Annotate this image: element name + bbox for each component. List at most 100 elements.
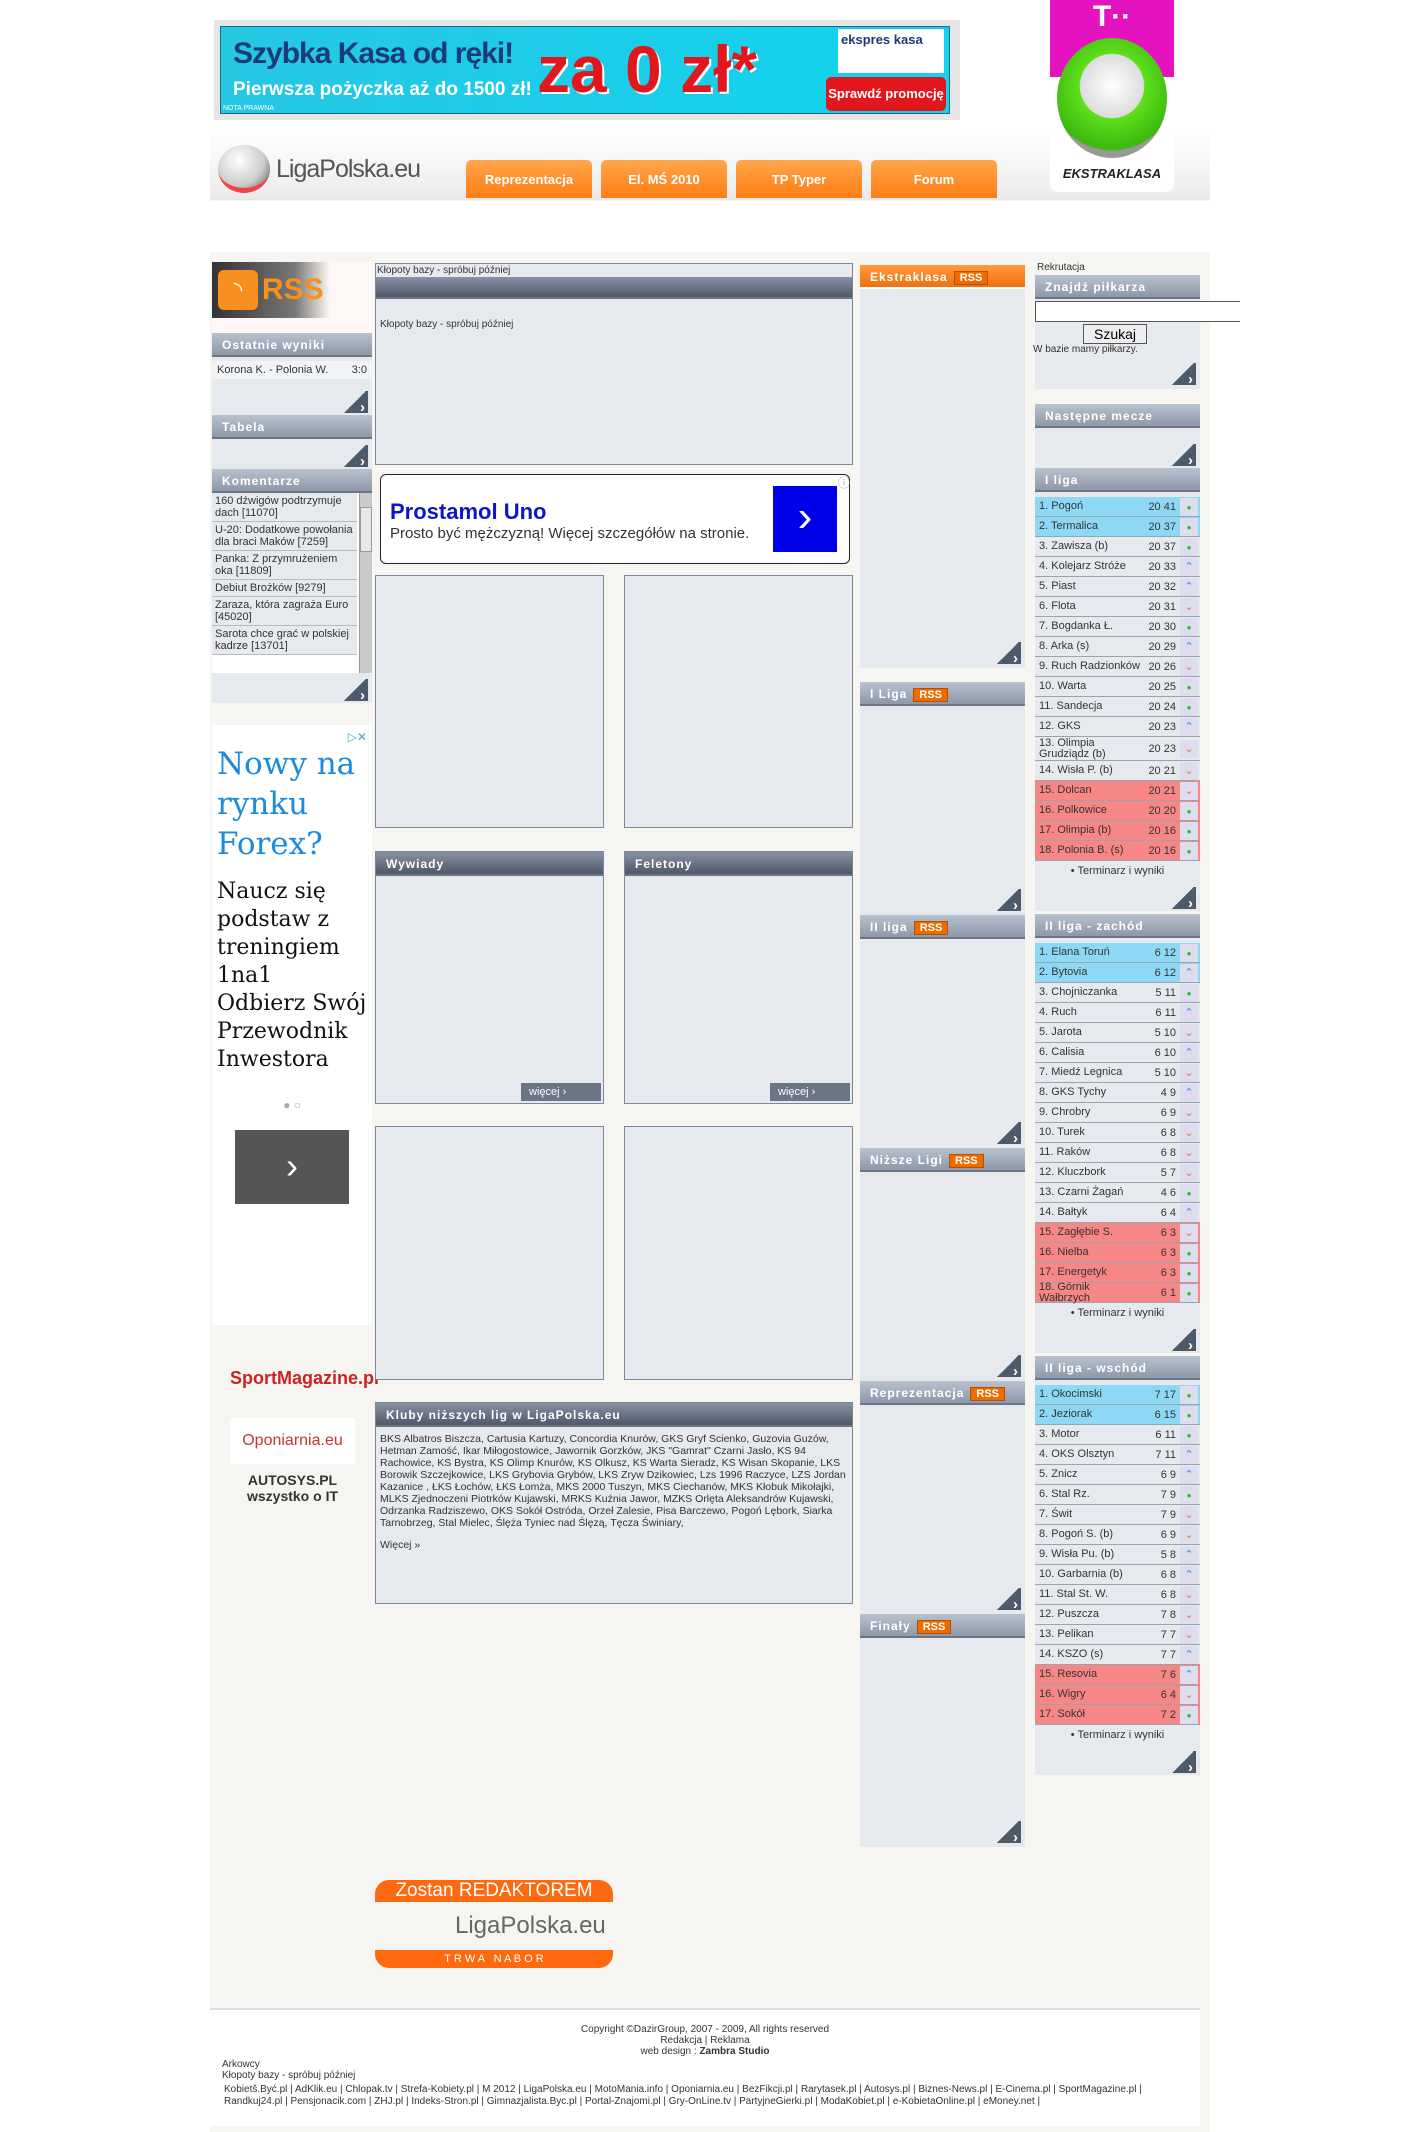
footer-partner-link[interactable]: Portal-Znajomi.pl: [584, 2096, 661, 2107]
club-link[interactable]: Lzs 1996 Raczyce: [699, 1469, 786, 1481]
league-row[interactable]: 10. Turek 6 8 ⌄: [1035, 1123, 1200, 1143]
league-row[interactable]: 3. Zawisza (b) 20 37: [1035, 537, 1200, 557]
footer-partner-link[interactable]: M 2012: [482, 2084, 516, 2095]
footer-partner-link[interactable]: eMoney.net: [983, 2096, 1035, 2107]
league-row[interactable]: 7. Świt 7 9 ⌄: [1035, 1505, 1200, 1525]
club-link[interactable]: ŁKS Łochów: [431, 1481, 491, 1493]
club-link[interactable]: Ikar Miłogostowice: [462, 1445, 550, 1457]
clubs-more-link[interactable]: Więcej »: [380, 1539, 421, 1551]
rss-badge[interactable]: RSS: [913, 921, 949, 935]
prostamol-ad[interactable]: Prostamol Uno Prosto być mężczyzną! Więc…: [380, 474, 850, 564]
news-section-title[interactable]: Reprezentacja: [870, 1386, 965, 1400]
footer-partner-link[interactable]: Pensjonacik.com: [290, 2096, 367, 2107]
rss-banner[interactable]: ◝ RSS: [212, 262, 330, 318]
ekstraklasa-logo[interactable]: T·· EKSTRAKLASA: [1050, 0, 1174, 192]
recruit-link[interactable]: Rekrutacja: [1037, 262, 1085, 273]
comment-item[interactable]: Zaraza, która zagraża Euro [45020]: [212, 597, 357, 626]
league-row[interactable]: 5. Jarota 5 10 ⌄: [1035, 1023, 1200, 1043]
site-logo[interactable]: LigaPolska.eu: [218, 145, 421, 193]
footer-partner-link[interactable]: PartyjneGierki.pl: [739, 2096, 813, 2107]
league-row[interactable]: 18. Górnik Wałbrzych 6 1: [1035, 1281, 1200, 1303]
comment-item[interactable]: Panka: Z przymrużeniem oka [11809]: [212, 551, 357, 580]
columns-more-button[interactable]: więcej ›: [770, 1083, 850, 1101]
club-link[interactable]: KS Olimp Knurów: [489, 1457, 573, 1469]
ad-arrow-button[interactable]: ›: [773, 486, 837, 552]
league-row[interactable]: 9. Ruch Radzionków 20 26 ⌄: [1035, 657, 1200, 677]
league-row[interactable]: 13. Czarni Żagań 4 6: [1035, 1183, 1200, 1203]
league-row[interactable]: 16. Nielba 6 3: [1035, 1243, 1200, 1263]
club-link[interactable]: Orzeł Zalesie: [588, 1505, 651, 1517]
club-link[interactable]: MKS Ciechanów: [647, 1481, 725, 1493]
league-row[interactable]: 3. Motor 6 11: [1035, 1425, 1200, 1445]
more-arrow-icon[interactable]: [995, 889, 1021, 914]
nav-forum[interactable]: Forum: [871, 160, 997, 198]
league-row[interactable]: 13. Pelikan 7 7 ⌄: [1035, 1625, 1200, 1645]
league-row[interactable]: 18. Polonia B. (s) 20 16: [1035, 841, 1200, 861]
club-link[interactable]: OKS Sokół Ostróda: [490, 1505, 583, 1517]
club-link[interactable]: KS Wisan Skopanie: [721, 1457, 815, 1469]
rss-badge[interactable]: RSS: [913, 688, 948, 702]
player-search-input[interactable]: [1035, 301, 1240, 322]
league-row[interactable]: 13. Olimpia Grudziądz (b) 20 23 ⌄: [1035, 737, 1200, 761]
editorial-link[interactable]: Redakcja: [660, 2035, 703, 2046]
advertising-link[interactable]: Reklama: [710, 2035, 750, 2046]
schedule-link[interactable]: Terminarz i wyniki: [1077, 1729, 1165, 1741]
rss-badge[interactable]: RSS: [970, 1387, 1005, 1401]
club-link[interactable]: Siarka Tarnobrzeg: [380, 1505, 833, 1529]
club-link[interactable]: LKS Zryw Dzikowiec: [598, 1469, 694, 1481]
league-row[interactable]: 10. Warta 20 25: [1035, 677, 1200, 697]
footer-partner-link[interactable]: Randkuj24.pl: [224, 2096, 283, 2107]
arkowcy-link[interactable]: Arkowcy: [222, 2059, 260, 2070]
club-link[interactable]: Stal Mielec: [438, 1517, 490, 1529]
league-row[interactable]: 1. Okocimski 7 17: [1035, 1385, 1200, 1405]
club-link[interactable]: MRKS Kuźnia Jawor: [561, 1493, 658, 1505]
club-link[interactable]: MLKS Zjednoczeni Piotrków Kujawski: [380, 1493, 556, 1505]
more-arrow-icon[interactable]: [995, 1122, 1021, 1147]
footer-partner-link[interactable]: ZHJ.pl: [374, 2096, 404, 2107]
league-row[interactable]: 9. Chrobry 6 9 ⌄: [1035, 1103, 1200, 1123]
league-row[interactable]: 2. Termalica 20 37: [1035, 517, 1200, 537]
league-row[interactable]: 11. Raków 6 8 ⌄: [1035, 1143, 1200, 1163]
more-arrow-icon[interactable]: [995, 1588, 1021, 1613]
league-row[interactable]: 8. Arka (s) 20 29 ⌃: [1035, 637, 1200, 657]
comments-scrollbar[interactable]: [359, 493, 372, 673]
rss-badge[interactable]: RSS: [953, 271, 989, 285]
club-link[interactable]: Ślęża Tyniec nad Ślęzą: [495, 1517, 605, 1529]
partner-autosys[interactable]: AUTOSYS.PL wszystko o IT: [246, 1472, 339, 1504]
club-link[interactable]: JKS "Gamrat" Czarni Jasło: [646, 1445, 772, 1457]
footer-partner-link[interactable]: Strefa-Kobiety.pl: [400, 2084, 474, 2095]
ad-cta-button[interactable]: Sprawdź promocję »: [826, 77, 946, 111]
league-row[interactable]: 8. Pogoń S. (b) 6 9 ⌄: [1035, 1525, 1200, 1545]
nav-tp-typer[interactable]: TP Typer: [736, 160, 862, 198]
club-link[interactable]: LKS Borowik Szczejkowice: [380, 1457, 841, 1481]
news-section-title[interactable]: II liga: [870, 920, 908, 934]
league-row[interactable]: 17. Olimpia (b) 20 16: [1035, 821, 1200, 841]
news-section-title[interactable]: I Liga: [870, 687, 908, 701]
league-row[interactable]: 14. Wisła P. (b) 20 21 ⌄: [1035, 761, 1200, 781]
footer-partner-link[interactable]: Oponiarnia.eu: [671, 2084, 734, 2095]
league-row[interactable]: 4. Kolejarz Stróże 20 33 ⌃: [1035, 557, 1200, 577]
ad-choices-icon[interactable]: ▷✕: [347, 730, 367, 744]
club-link[interactable]: Concordia Knurów: [569, 1433, 656, 1445]
more-arrow-icon[interactable]: [1170, 444, 1196, 469]
footer-partner-link[interactable]: MotoMania.info: [594, 2084, 664, 2095]
schedule-link[interactable]: Terminarz i wyniki: [1077, 865, 1165, 877]
partner-oponiarnia[interactable]: Oponiarnia.eu: [230, 1418, 355, 1464]
league-row[interactable]: 9. Wisła Pu. (b) 5 8 ⌃: [1035, 1545, 1200, 1565]
league-row[interactable]: 15. Resovia 7 6 ⌃: [1035, 1665, 1200, 1685]
more-arrow-icon[interactable]: [342, 391, 368, 416]
league-row[interactable]: 6. Stal Rz. 7 9: [1035, 1485, 1200, 1505]
footer-partner-link[interactable]: E-Cinema.pl: [995, 2084, 1051, 2095]
result-row[interactable]: Korona K. - Polonia W. 3:0: [212, 361, 372, 379]
league-row[interactable]: 16. Wigry 6 4 ⌄: [1035, 1685, 1200, 1705]
news-section-title[interactable]: Ekstraklasa: [870, 270, 948, 284]
league-row[interactable]: 6. Flota 20 31 ⌄: [1035, 597, 1200, 617]
club-link[interactable]: Tęcza Świniary: [610, 1517, 681, 1529]
more-arrow-icon[interactable]: [995, 642, 1021, 667]
league-row[interactable]: 12. GKS 20 23 ⌃: [1035, 717, 1200, 737]
forex-ad[interactable]: ▷✕ Nowy na rynku Forex? Naucz się podsta…: [212, 725, 372, 1325]
league-row[interactable]: 11. Sandecja 20 24: [1035, 697, 1200, 717]
league-row[interactable]: 14. KSZO (s) 7 7 ⌃: [1035, 1645, 1200, 1665]
ad-info-icon[interactable]: ⓘ: [837, 476, 850, 490]
club-link[interactable]: Pisa Barczewo: [656, 1505, 726, 1517]
